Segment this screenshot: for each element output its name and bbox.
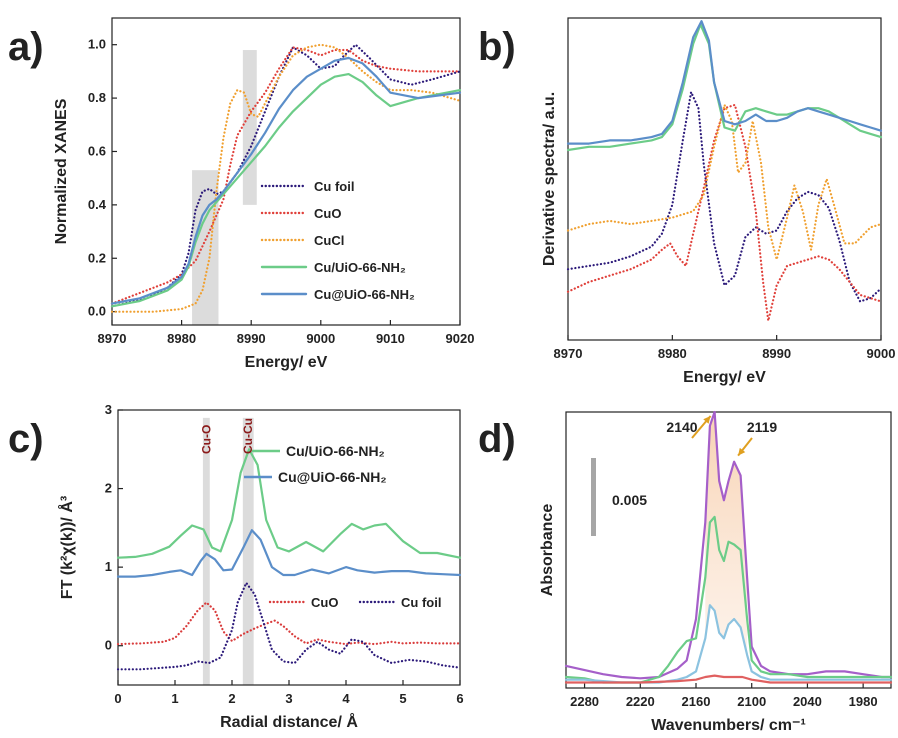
- y-tick-label: 0.8: [88, 90, 106, 105]
- x-tick-label: 3: [285, 691, 292, 706]
- series-line-a-3: [110, 72, 462, 308]
- panel-b: b) 8970 8980 8990 9000 Energy/ eV Derivative …: [478, 17, 896, 386]
- peak-arrow-head: [703, 416, 711, 424]
- panel-label-b: b): [478, 25, 516, 69]
- x-tick-label: 0: [114, 691, 121, 706]
- x-tick-label: 8990: [762, 346, 791, 361]
- x-tick-label: 6: [456, 691, 463, 706]
- x-tick-label: 2: [228, 691, 235, 706]
- x-tick-label: 9000: [867, 346, 896, 361]
- x-tick-label: 9010: [376, 331, 405, 346]
- series-line-b-1: [566, 103, 883, 322]
- legend-label: CuO: [314, 206, 341, 221]
- x-tick-label: 9020: [446, 331, 475, 346]
- series-line-a-1: [110, 46, 462, 305]
- x-tick-label: 5: [399, 691, 406, 706]
- y-tick-label: 0: [105, 638, 112, 653]
- x-tick-label: 2280: [570, 694, 599, 709]
- x-tick-label: 1980: [849, 694, 878, 709]
- y-tick-label: 3: [105, 402, 112, 417]
- legend-label: Cu foil: [401, 595, 441, 610]
- legend-label: CuCl: [314, 233, 344, 248]
- series-line-c-0: [116, 448, 462, 559]
- x-axis-title-b: Energy/ eV: [683, 369, 766, 386]
- x-axis-title-a: Energy/ eV: [245, 354, 328, 371]
- legend-label: CuO: [311, 595, 338, 610]
- panel-a: a) 8970 8980 8990 9000 9010 9020 0.0 0.2 0.4 0.6 0…: [8, 17, 475, 371]
- series-line-b-3: [566, 23, 883, 152]
- peak-label: 2119: [747, 419, 778, 435]
- plot-frame-a: [111, 17, 461, 326]
- y-axis-title-c: FT (k²χ(k))/ Å³: [57, 496, 76, 599]
- shaded-region-a-1: [242, 50, 257, 205]
- y-tick-label: 0.4: [88, 197, 107, 212]
- series-line-a-4: [110, 56, 462, 305]
- scale-bar-label: 0.005: [612, 492, 647, 508]
- x-axis-title-c: Radial distance/ Å: [220, 712, 358, 731]
- peak-arrow-head: [738, 447, 746, 456]
- series-line-c-3: [116, 581, 462, 671]
- series-line-d-1: [564, 515, 893, 684]
- panel-c: c) 0 1 2 3 4 5 6 0 1 2 3 Radial distance/ Å FT (k²χ(…: [8, 402, 464, 731]
- x-tick-label: 8980: [167, 331, 196, 346]
- shaded-region-c-1: [242, 417, 254, 685]
- legend-label: Cu foil: [314, 179, 354, 194]
- legend-label: Cu/UiO-66-NH₂: [286, 443, 385, 459]
- y-tick-label: 2: [105, 481, 112, 496]
- y-tick-label: 0.2: [88, 250, 106, 265]
- series-line-c-2: [116, 601, 462, 646]
- x-axis-title-d: Wavenumbers/ cm⁻¹: [651, 717, 806, 734]
- y-axis-title-d: Absorbance: [539, 504, 556, 597]
- absorbance-band-fill: [705, 412, 748, 655]
- plot-frame-d: [565, 411, 892, 689]
- x-tick-label: 1: [171, 691, 178, 706]
- x-tick-label: 2100: [737, 694, 766, 709]
- annotation-label: Cu-O: [199, 425, 213, 454]
- peak-label: 2140: [666, 419, 697, 435]
- series-line-a-2: [110, 43, 462, 313]
- x-tick-label: 9000: [306, 331, 335, 346]
- series-line-b-0: [566, 90, 883, 303]
- y-tick-label: 1.0: [88, 37, 106, 52]
- x-tick-label: 2220: [626, 694, 655, 709]
- y-axis-title-a: Normalized XANES: [53, 98, 70, 244]
- y-axis-title-b: Derivative spectra/ a.u.: [541, 92, 558, 266]
- panel-d: d) 2280 2220 2160 2100 2040 1980 Wavenumbers/ …: [478, 410, 893, 734]
- legend-label: Cu@UiO-66-NH₂: [278, 469, 387, 485]
- series-line-d-0: [564, 410, 893, 680]
- shaded-region-a-0: [192, 170, 219, 325]
- series-line-c-1: [116, 529, 462, 578]
- shaded-region-c-0: [202, 417, 210, 685]
- y-tick-label: 1: [105, 559, 112, 574]
- x-tick-label: 8970: [98, 331, 127, 346]
- scale-bar: [591, 458, 596, 536]
- panel-label-a: a): [8, 25, 44, 69]
- x-tick-label: 2160: [682, 694, 711, 709]
- x-tick-label: 8970: [554, 346, 583, 361]
- annotation-label: Cu-Cu: [241, 418, 255, 454]
- y-tick-label: 0.0: [88, 304, 106, 319]
- series-line-d-3: [564, 674, 893, 684]
- panel-label-d: d): [478, 417, 516, 461]
- x-tick-label: 8990: [237, 331, 266, 346]
- x-tick-label: 4: [342, 691, 350, 706]
- y-tick-label: 0.6: [88, 143, 106, 158]
- x-tick-label: 2040: [793, 694, 822, 709]
- panel-label-c: c): [8, 417, 44, 461]
- series-line-a-0: [110, 43, 462, 308]
- series-line-b-2: [566, 103, 883, 261]
- series-line-b-4: [566, 20, 883, 145]
- legend-label: Cu/UiO-66-NH₂: [314, 260, 406, 275]
- x-tick-label: 8980: [658, 346, 687, 361]
- legend-label: Cu@UiO-66-NH₂: [314, 287, 415, 302]
- plot-frame-b: [567, 17, 882, 341]
